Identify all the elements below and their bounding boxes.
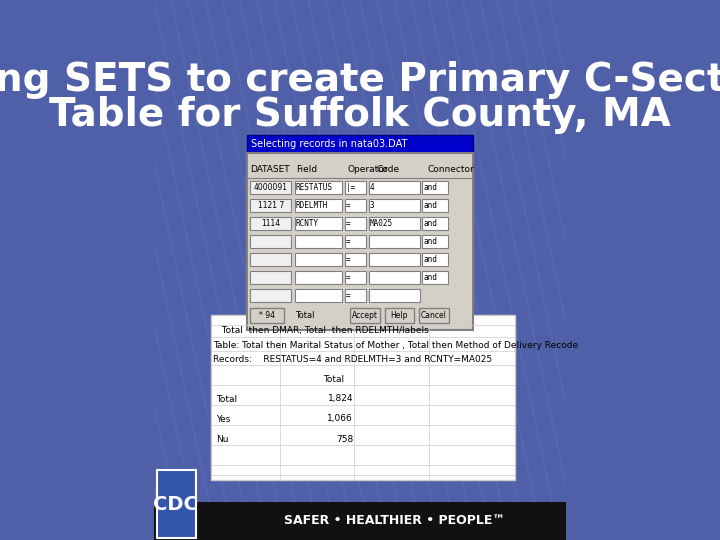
Text: =: =	[346, 292, 351, 300]
FancyBboxPatch shape	[423, 253, 448, 266]
Text: =: =	[346, 201, 351, 211]
FancyBboxPatch shape	[294, 217, 342, 230]
Text: Cancel: Cancel	[421, 312, 447, 321]
FancyBboxPatch shape	[250, 199, 292, 212]
FancyBboxPatch shape	[157, 470, 196, 538]
Text: SAFER • HEALTHIER • PEOPLE™: SAFER • HEALTHIER • PEOPLE™	[284, 515, 505, 528]
Text: =: =	[346, 255, 351, 265]
Text: and: and	[423, 184, 438, 192]
Text: and: and	[423, 255, 438, 265]
FancyBboxPatch shape	[369, 181, 420, 194]
Text: 3: 3	[370, 201, 374, 211]
Text: 1121 7: 1121 7	[258, 201, 284, 211]
FancyBboxPatch shape	[369, 235, 420, 248]
Text: and: and	[423, 219, 438, 228]
Text: CDC: CDC	[153, 495, 198, 514]
Text: Records:    RESTATUS=4 and RDELMTH=3 and RCNTY=MA025: Records: RESTATUS=4 and RDELMTH=3 and RC…	[213, 354, 492, 363]
Text: RESTATUS: RESTATUS	[296, 184, 333, 192]
FancyBboxPatch shape	[250, 271, 292, 284]
FancyBboxPatch shape	[211, 315, 515, 480]
Text: Total: Total	[294, 312, 314, 321]
FancyBboxPatch shape	[345, 217, 366, 230]
FancyBboxPatch shape	[294, 199, 342, 212]
Text: 4000091: 4000091	[253, 184, 288, 192]
FancyBboxPatch shape	[154, 502, 566, 540]
FancyBboxPatch shape	[423, 199, 448, 212]
FancyBboxPatch shape	[250, 253, 292, 266]
Text: Table: Total then Marital Status of Mother , Total then Method of Delivery Recod: Table: Total then Marital Status of Moth…	[213, 341, 579, 349]
FancyBboxPatch shape	[369, 217, 420, 230]
FancyBboxPatch shape	[423, 217, 448, 230]
Text: Operator: Operator	[348, 165, 388, 174]
FancyBboxPatch shape	[294, 235, 342, 248]
Text: 1114: 1114	[261, 219, 280, 228]
FancyBboxPatch shape	[345, 199, 366, 212]
FancyBboxPatch shape	[345, 271, 366, 284]
Text: Field: Field	[296, 165, 317, 174]
Text: Connector: Connector	[428, 165, 474, 174]
Text: Total: Total	[216, 395, 237, 403]
Text: * 94: * 94	[259, 312, 275, 321]
Text: RCNTY: RCNTY	[296, 219, 319, 228]
Text: |=: |=	[346, 184, 355, 192]
Text: =: =	[346, 219, 351, 228]
Text: Total: Total	[323, 375, 344, 384]
Text: 1,824: 1,824	[328, 395, 353, 403]
Text: =: =	[346, 238, 351, 246]
FancyBboxPatch shape	[294, 253, 342, 266]
Text: and: and	[423, 273, 438, 282]
Text: 758: 758	[336, 435, 353, 443]
Text: and: and	[423, 201, 438, 211]
Text: Using SETS to create Primary C-Section: Using SETS to create Primary C-Section	[0, 61, 720, 99]
FancyBboxPatch shape	[247, 135, 473, 153]
Text: Help: Help	[391, 312, 408, 321]
Text: Accept: Accept	[352, 312, 378, 321]
Text: Nu: Nu	[216, 435, 228, 443]
Text: RDELMTH: RDELMTH	[296, 201, 328, 211]
FancyBboxPatch shape	[350, 308, 380, 323]
FancyBboxPatch shape	[294, 289, 342, 302]
FancyBboxPatch shape	[345, 235, 366, 248]
FancyBboxPatch shape	[384, 308, 415, 323]
Text: 1,066: 1,066	[328, 415, 353, 423]
FancyBboxPatch shape	[250, 235, 292, 248]
Text: Total  then DMAR, Total  then RDELMTH/labels: Total then DMAR, Total then RDELMTH/labe…	[216, 327, 428, 335]
FancyBboxPatch shape	[250, 181, 292, 194]
FancyBboxPatch shape	[369, 253, 420, 266]
FancyBboxPatch shape	[247, 153, 473, 330]
FancyBboxPatch shape	[250, 217, 292, 230]
FancyBboxPatch shape	[369, 271, 420, 284]
FancyBboxPatch shape	[369, 289, 420, 302]
Text: =: =	[346, 273, 351, 282]
Text: MA025: MA025	[370, 219, 393, 228]
FancyBboxPatch shape	[294, 271, 342, 284]
FancyBboxPatch shape	[419, 308, 449, 323]
FancyBboxPatch shape	[250, 308, 284, 323]
FancyBboxPatch shape	[345, 253, 366, 266]
FancyBboxPatch shape	[423, 235, 448, 248]
Text: and: and	[423, 238, 438, 246]
Text: 4: 4	[370, 184, 374, 192]
FancyBboxPatch shape	[423, 271, 448, 284]
Text: DATASET: DATASET	[250, 165, 289, 174]
FancyBboxPatch shape	[423, 181, 448, 194]
Text: Table for Suffolk County, MA: Table for Suffolk County, MA	[49, 96, 671, 134]
FancyBboxPatch shape	[250, 289, 292, 302]
FancyBboxPatch shape	[345, 289, 366, 302]
Text: Yes: Yes	[216, 415, 230, 423]
FancyBboxPatch shape	[369, 199, 420, 212]
FancyBboxPatch shape	[345, 181, 366, 194]
FancyBboxPatch shape	[294, 181, 342, 194]
Text: Code: Code	[376, 165, 399, 174]
Text: Selecting records in nata03.DAT: Selecting records in nata03.DAT	[251, 139, 407, 149]
